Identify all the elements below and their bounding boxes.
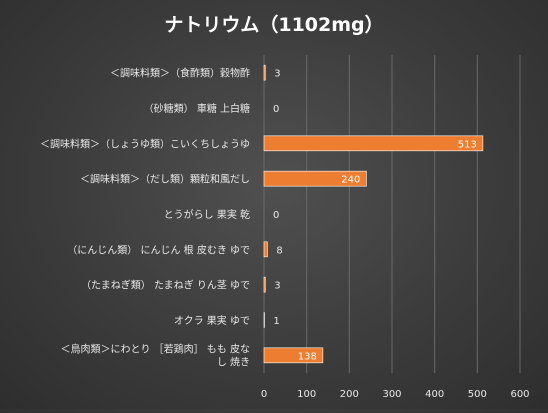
data-label: 138: [298, 351, 317, 362]
data-label: 8: [276, 245, 282, 256]
x-tick-label: 0: [261, 389, 267, 400]
data-label: 0: [273, 104, 279, 115]
data-label: 240: [341, 175, 360, 186]
category-label-line: し 焼き: [217, 356, 250, 368]
bar: [264, 242, 267, 257]
gridlines: [264, 55, 520, 373]
x-axis-ticks: 0 100 200 300 400 500 600: [261, 389, 530, 400]
bars: [264, 65, 483, 363]
x-tick-label: 100: [297, 389, 316, 400]
category-labels: ＜調味料類＞（食酢類）穀物酢 （砂糖類） 車糖 上白糖 ＜調味料類＞（しょうゆ類）こ…: [40, 67, 250, 369]
data-labels: 3 0 513 240 0 8 3 1 138: [273, 69, 477, 363]
category-label: ＜調味料類＞（しょうゆ類）こいくちしょうゆ: [40, 137, 250, 150]
bar: [264, 65, 265, 80]
category-label: オクラ 果実 ゆで: [174, 314, 250, 327]
x-tick-label: 200: [340, 389, 359, 400]
category-label: とうがらし 果実 乾: [164, 208, 250, 221]
data-label: 0: [273, 210, 279, 221]
bar: [264, 277, 265, 292]
data-label: 3: [274, 281, 280, 292]
category-label: （たまねぎ類） たまねぎ りん茎 ゆで: [81, 279, 250, 292]
bar: [264, 136, 483, 151]
category-label: ＜調味料類＞（食酢類）穀物酢: [110, 67, 250, 80]
x-tick-label: 600: [510, 389, 529, 400]
category-label-line: ＜鳥肉類＞にわとり ［若鶏肉］ もも 皮な: [60, 342, 250, 355]
data-label: 3: [274, 69, 280, 80]
category-label: （にんじん類） にんじん 根 皮むき ゆで: [67, 243, 250, 256]
x-tick-label: 400: [425, 389, 444, 400]
x-tick-label: 500: [468, 389, 487, 400]
chart-title: ナトリウム（1102mg）: [164, 13, 383, 36]
category-label: ＜鳥肉類＞にわとり ［若鶏肉］ もも 皮なし 焼き: [60, 342, 250, 368]
category-label: ＜調味料類＞（だし類）顆粒和風だし: [80, 173, 250, 186]
x-tick-label: 300: [382, 389, 401, 400]
data-label: 513: [458, 139, 477, 150]
data-label: 1: [273, 316, 279, 327]
category-label: （砂糖類） 車糖 上白糖: [144, 102, 250, 115]
